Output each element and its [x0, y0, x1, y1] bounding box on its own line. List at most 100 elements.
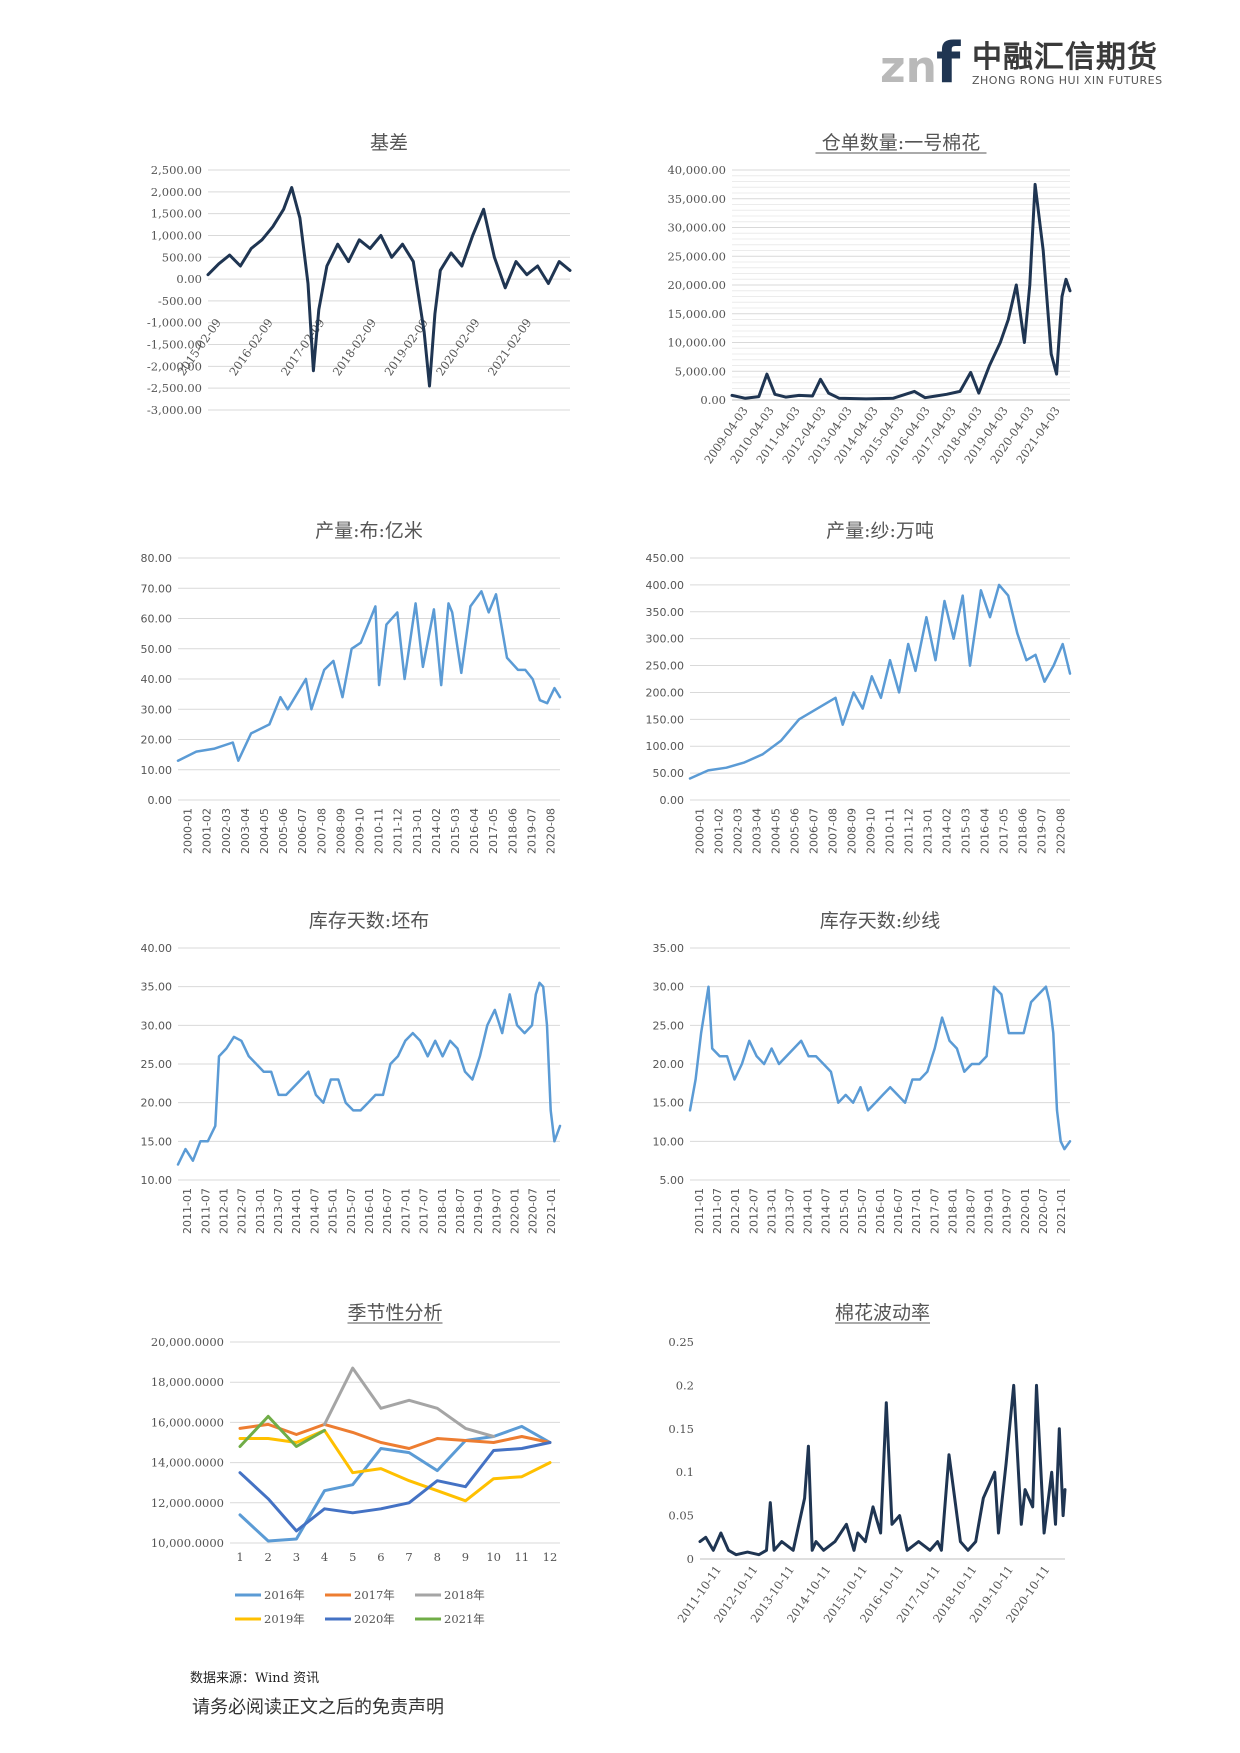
- x-tick-group: 2021-01: [545, 1188, 558, 1234]
- x-tick-group: 2015-07: [345, 1188, 358, 1234]
- x-tick-label: 2011-07: [711, 1188, 724, 1234]
- x-tick-group: 2016-01: [874, 1188, 887, 1234]
- y-tick-label: -1,000.00: [147, 316, 202, 330]
- y-tick-label: 20,000.00: [667, 278, 726, 292]
- x-tick-group: 2006-07: [808, 808, 821, 854]
- x-tick-label: 2001-02: [713, 808, 726, 854]
- x-tick-label: 2002-03: [732, 808, 745, 854]
- x-tick-group: 2011-12: [392, 808, 405, 854]
- yarn_days-svg: 库存天数:纱线 35.00 30.00 25.00 20.00 15.00 10.00 5.0…: [653, 910, 1072, 1234]
- x-tick-group: 2020-07: [1037, 1188, 1050, 1234]
- x-tick-group: 2016-01: [363, 1188, 376, 1234]
- y-tick-label: 250.00: [646, 660, 685, 673]
- x-tick-label: 2013-01: [765, 1188, 778, 1234]
- x-tick-label: 5: [349, 1550, 356, 1564]
- series-line-2016年: [238, 1424, 552, 1543]
- data-source-note: 数据来源：Wind 资讯: [190, 1671, 320, 1686]
- y-tick-label: 35.00: [141, 981, 173, 994]
- x-tick-group: 2015-03: [449, 808, 462, 854]
- x-tick-group: 2019-01: [983, 1188, 996, 1234]
- chart-grey-cloth-days: 库存天数:坯布 40.00 35.00 30.00 25.00 20.00 15.00 10.…: [130, 905, 580, 1280]
- x-tick-group: 2004-05: [258, 808, 271, 854]
- chart-title: 库存天数:坯布: [309, 910, 429, 932]
- x-tick-label: 2006-07: [296, 808, 309, 854]
- series-line: [176, 590, 562, 762]
- y-tick-label: 80.00: [141, 552, 173, 565]
- y-tick-label: 0.00: [660, 794, 685, 807]
- x-tick-label: 2011-01: [181, 1188, 194, 1234]
- x-tick-group: 2003-04: [239, 808, 252, 854]
- x-tick-group: 2006-07: [296, 808, 309, 854]
- x-tick-group: 2017-01: [399, 1188, 412, 1234]
- x-tick-group: 2021-02-09: [485, 316, 535, 378]
- x-tick-group: 2008-09: [334, 808, 347, 854]
- x-tick-group: 2020-07: [527, 1188, 540, 1234]
- x-tick-group: 2015-07: [856, 1188, 869, 1234]
- x-tick-label: 2017-01: [910, 1188, 923, 1234]
- x-tick-label: 3: [293, 1550, 300, 1564]
- x-tick-group: 2017-07: [928, 1188, 941, 1234]
- y-tick-label: 40.00: [141, 942, 173, 955]
- chart-cloth-output: 产量:布:亿米 80.00 70.00 60.00 50.00 40.00 30.00 20.…: [130, 515, 580, 890]
- x-tick-label: 2018-01: [436, 1188, 449, 1234]
- x-tick-group: 2012-07: [747, 1188, 760, 1234]
- x-tick-group: 2015-03: [960, 808, 973, 854]
- company-logo: zn f 中融汇信期货 ZHONG RONG HUI XIN FUTURES: [880, 28, 1180, 98]
- x-tick-group: 2001-02: [713, 808, 726, 854]
- x-tick-label: 2009-10: [353, 808, 366, 854]
- x-tick-label: 2010-11: [373, 808, 386, 854]
- y-tick-label: 300.00: [646, 633, 685, 646]
- x-tick-group: 2008-09: [846, 808, 859, 854]
- x-tick-group: 2016-04: [468, 808, 481, 854]
- x-tick-label: 2018-02-09: [330, 316, 380, 378]
- x-tick-label: 2011-01: [693, 1188, 706, 1234]
- x-tick-group: 2002-03: [732, 808, 745, 854]
- x-tick-group: 2020-01: [1019, 1188, 1032, 1234]
- y-tick-label: 2,500.00: [151, 163, 202, 177]
- x-tick-group: 2015-01: [838, 1188, 851, 1234]
- x-tick-group: 2020-01: [509, 1188, 522, 1234]
- x-tick-group: 2003-04: [751, 808, 764, 854]
- series-line-2021年: [238, 1414, 326, 1448]
- x-tick-group: 2019-01: [472, 1188, 485, 1234]
- x-tick-group: 2016-07: [892, 1188, 905, 1234]
- yarn_output-svg: 产量:纱:万吨 450.00 400.00 350.00 300.00 250.00 200…: [646, 520, 1072, 854]
- x-tick-group: 2020-02-09: [433, 316, 483, 378]
- x-tick-label: 2000-01: [182, 808, 195, 854]
- x-tick-label: 6: [377, 1550, 384, 1564]
- x-tick-group: 2010-11: [884, 808, 897, 854]
- y-tick-label: -3,000.00: [147, 403, 202, 417]
- x-tick-group: 2014-07: [308, 1188, 321, 1234]
- y-tick-label: -500.00: [158, 294, 202, 308]
- x-tick-label: 2016-04: [468, 808, 481, 854]
- y-tick-label: 40.00: [141, 673, 173, 686]
- x-tick-label: 2019-07: [1036, 808, 1049, 854]
- y-tick-label: 10.00: [141, 764, 173, 777]
- x-tick-label: 2009-10: [865, 808, 878, 854]
- x-tick-group: 2013-07: [272, 1188, 285, 1234]
- chart-title: 棉花波动率: [835, 1302, 930, 1324]
- x-tick-group: 2021-01: [1055, 1188, 1068, 1234]
- series-line-2018年: [323, 1366, 496, 1438]
- x-tick-group: 2000-01: [694, 808, 707, 854]
- x-tick-label: 2014-02: [941, 808, 954, 854]
- x-tick-group: 2001-02: [201, 808, 214, 854]
- x-tick-group: 2017-01: [910, 1188, 923, 1234]
- x-tick-label: 2015-03: [449, 808, 462, 854]
- x-tick-label: 2020-01: [1019, 1188, 1032, 1234]
- x-tick-group: 2014-01: [802, 1188, 815, 1234]
- warehouse_receipts-svg: 仓单数量:一号棉花 40,000.00 35,000.00 30,000.00 25,0…: [667, 132, 1072, 466]
- y-tick-label: 25.00: [141, 1058, 173, 1071]
- y-tick-label: 10,000.0000: [151, 1536, 224, 1550]
- x-tick-label: 2016-01: [874, 1188, 887, 1234]
- x-tick-group: 2007-08: [315, 808, 328, 854]
- x-tick-label: 2005-06: [789, 808, 802, 854]
- x-tick-group: 2012-07: [236, 1188, 249, 1234]
- x-tick-group: 2009-10: [865, 808, 878, 854]
- y-tick-label: 16,000.0000: [151, 1415, 224, 1429]
- x-tick-group: 2017-05: [998, 808, 1011, 854]
- x-tick-group: 2014-02: [430, 808, 443, 854]
- x-tick-label: 2018-06: [1017, 808, 1030, 854]
- chart-title: 仓单数量:一号棉花: [822, 132, 980, 154]
- seasonal-svg: 季节性分析20,000.000018,000.000016,000.000014…: [151, 1302, 560, 1626]
